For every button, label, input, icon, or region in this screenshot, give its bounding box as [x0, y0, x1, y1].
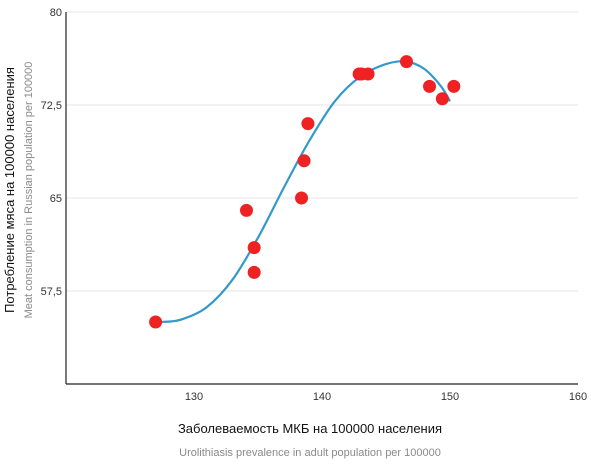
x-axis-label: Заболеваемость МКБ на 100000 населения	[178, 421, 442, 436]
trend-curve-group	[161, 60, 451, 324]
data-point	[435, 92, 449, 106]
y-tick-label: 57,5	[41, 286, 62, 298]
axes	[65, 12, 578, 385]
data-point	[295, 191, 309, 205]
trend-curve	[161, 60, 451, 324]
data-point	[239, 203, 253, 217]
y-tick-label: 65	[50, 193, 62, 205]
data-point	[297, 154, 311, 168]
x-tick-label: 160	[569, 391, 587, 403]
tick-labels: 57,5 65 72,5 80 130 140 150 160	[41, 7, 588, 403]
x-axis-label-secondary: Urolithiasis prevalence in adult populat…	[179, 447, 441, 459]
data-point	[447, 79, 461, 93]
y-tick-label: 80	[50, 7, 62, 19]
data-point	[361, 67, 375, 81]
x-tick-label: 140	[313, 391, 331, 403]
data-point	[399, 55, 413, 69]
gridlines	[66, 11, 578, 292]
data-point	[149, 315, 163, 329]
y-axis-label: Потребление мяса на 100000 населения	[2, 67, 17, 313]
data-point	[247, 265, 261, 279]
data-point	[301, 117, 315, 131]
y-tick-label: 72,5	[41, 100, 62, 112]
data-point	[423, 79, 437, 93]
data-points	[149, 55, 461, 329]
x-tick-label: 130	[185, 391, 203, 403]
x-tick-label: 150	[441, 391, 459, 403]
y-axis-label-secondary: Meat consumption in Russian population p…	[23, 62, 35, 319]
data-point	[247, 241, 261, 255]
